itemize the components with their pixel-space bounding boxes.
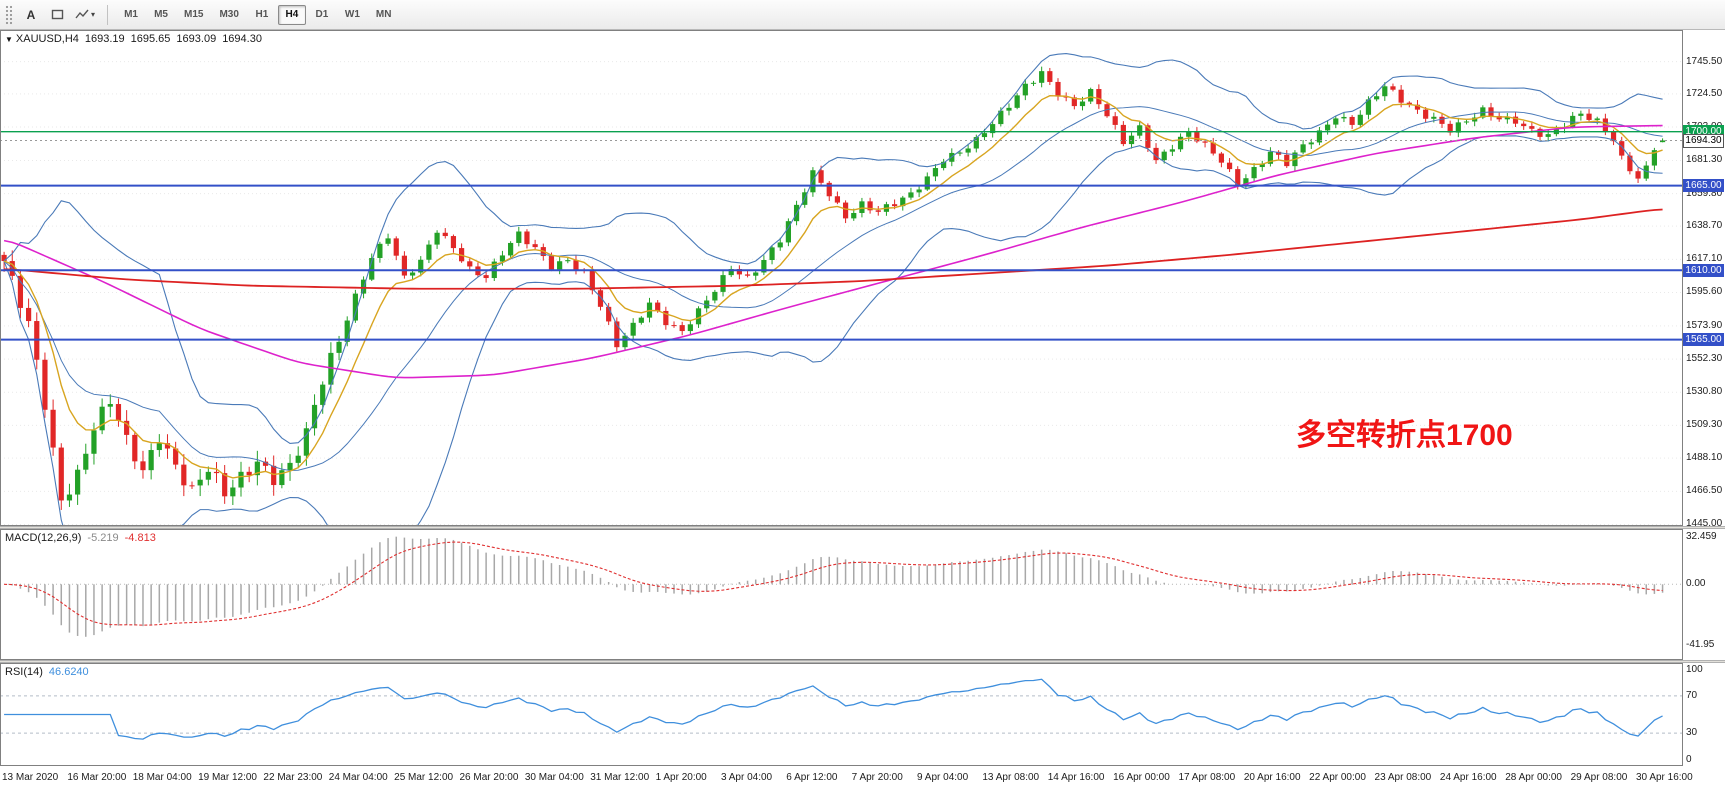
rsi-value: 46.6240 bbox=[48, 666, 89, 678]
toolbar-separator bbox=[107, 4, 109, 25]
price-tick-label: 1445.00 bbox=[1686, 518, 1723, 530]
time-axis-label: 17 Apr 08:00 bbox=[1178, 772, 1236, 783]
rsi-tick-label: 0 bbox=[1686, 754, 1692, 765]
rsi-pane[interactable]: RSI(14) 46.6240 bbox=[0, 663, 1683, 766]
price-level-badge-1610.00: 1610.00 bbox=[1683, 263, 1724, 277]
rsi-name: RSI(14) bbox=[5, 666, 43, 678]
timeframe-button-m30[interactable]: M30 bbox=[212, 5, 245, 25]
price-tick-label: 1745.50 bbox=[1686, 55, 1723, 67]
chevron-down-icon: ▾ bbox=[91, 10, 96, 19]
time-axis-label: 29 Apr 08:00 bbox=[1570, 772, 1628, 783]
price-tick-label: 1724.50 bbox=[1686, 87, 1723, 99]
time-axis-label: 16 Mar 20:00 bbox=[67, 772, 127, 783]
chart-ohlc-label: ▼ XAUUSD,H4 1693.19 1695.65 1693.09 1694.30 bbox=[5, 33, 262, 45]
toolbar-grip[interactable] bbox=[5, 4, 12, 25]
time-axis-label: 20 Apr 16:00 bbox=[1243, 772, 1301, 783]
price-tick-label: 1573.90 bbox=[1686, 319, 1723, 331]
macd-signal-value: -4.813 bbox=[124, 532, 156, 544]
toolbar: A ▾ M1 M5 M15 M30 H1 H4 D1 W1 MN bbox=[0, 0, 1725, 30]
symbol-period-label: XAUUSD,H4 bbox=[15, 33, 79, 45]
rsi-label: RSI(14) 46.6240 bbox=[5, 666, 89, 678]
price-axis[interactable]: 1745.501724.501703.001681.301659.801638.… bbox=[1683, 30, 1725, 529]
price-level-badge-1694.30: 1694.30 bbox=[1683, 133, 1724, 148]
main-chart-pane[interactable]: ▼ XAUUSD,H4 1693.19 1695.65 1693.09 1694.30 多… bbox=[0, 30, 1683, 526]
time-axis-label: 7 Apr 20:00 bbox=[851, 772, 903, 783]
timeframe-button-m15[interactable]: M15 bbox=[177, 5, 210, 25]
timeframe-button-d1[interactable]: D1 bbox=[308, 5, 336, 25]
rsi-tick-label: 30 bbox=[1686, 727, 1698, 739]
time-axis-label: 24 Mar 04:00 bbox=[328, 772, 388, 783]
macd-tick-label: 0.00 bbox=[1686, 578, 1706, 590]
price-tick-label: 1681.30 bbox=[1686, 154, 1723, 166]
annotation-text[interactable]: 多空转折点1700 bbox=[1296, 419, 1513, 452]
price-tick-label: 1488.10 bbox=[1686, 452, 1723, 464]
time-axis-label: 19 Mar 12:00 bbox=[198, 772, 257, 783]
timeframe-button-w1[interactable]: W1 bbox=[338, 5, 367, 25]
close-value: 1694.30 bbox=[222, 33, 262, 45]
time-axis-label: 14 Apr 16:00 bbox=[1047, 772, 1105, 783]
timeframe-button-mn[interactable]: MN bbox=[369, 5, 399, 25]
trendline-icon bbox=[75, 9, 89, 20]
draw-tools-dropdown-button[interactable]: ▾ bbox=[71, 4, 99, 26]
price-tick-label: 1509.30 bbox=[1686, 419, 1723, 431]
macd-pane[interactable]: MACD(12,26,9) -5.219 -4.813 bbox=[0, 529, 1683, 660]
time-axis-label: 3 Apr 04:00 bbox=[720, 772, 773, 783]
open-value: 1693.19 bbox=[84, 33, 125, 45]
time-axis-label: 23 Apr 08:00 bbox=[1374, 772, 1432, 783]
time-axis-label: 26 Mar 20:00 bbox=[459, 772, 519, 783]
macd-label: MACD(12,26,9) -5.219 -4.813 bbox=[5, 532, 156, 544]
price-tick-label: 1530.80 bbox=[1686, 386, 1723, 398]
timeframe-button-m1[interactable]: M1 bbox=[117, 5, 145, 25]
time-axis-label: 13 Mar 2020 bbox=[2, 772, 59, 783]
price-tick-label: 1466.50 bbox=[1686, 485, 1723, 497]
shape-tool-button[interactable] bbox=[45, 4, 69, 26]
time-axis[interactable]: 13 Mar 2020 16 Mar 20:00 18 Mar 04:00 19 Ma… bbox=[0, 766, 1725, 792]
time-axis-label: 6 Apr 12:00 bbox=[786, 772, 838, 783]
price-level-badge-1565.00: 1565.00 bbox=[1683, 333, 1724, 347]
timeframe-group: M1 M5 M15 M30 H1 H4 D1 W1 MN bbox=[116, 4, 399, 25]
symbol-caret-icon[interactable]: ▼ bbox=[5, 35, 13, 44]
time-axis-label: 18 Mar 04:00 bbox=[132, 772, 192, 783]
timeframe-button-h1[interactable]: H1 bbox=[248, 5, 276, 25]
time-axis-label: 13 Apr 08:00 bbox=[982, 772, 1040, 783]
time-axis-label: 9 Apr 04:00 bbox=[917, 772, 969, 783]
macd-tick-label: -41.95 bbox=[1686, 639, 1715, 651]
timeframe-button-m5[interactable]: M5 bbox=[147, 5, 175, 25]
time-axis-label: 16 Apr 00:00 bbox=[1113, 772, 1170, 783]
high-value: 1695.65 bbox=[130, 33, 171, 45]
time-axis-label: 30 Mar 04:00 bbox=[524, 772, 584, 783]
timeframe-button-h4[interactable]: H4 bbox=[277, 4, 306, 25]
chart-window: ▼ XAUUSD,H4 1693.19 1695.65 1693.09 1694.30 多… bbox=[0, 30, 1725, 792]
time-axis-label: 22 Mar 23:00 bbox=[263, 772, 323, 783]
time-axis-label: 28 Apr 00:00 bbox=[1505, 772, 1562, 783]
price-tick-label: 1638.70 bbox=[1686, 220, 1723, 232]
time-axis-label: 30 Apr 16:00 bbox=[1635, 772, 1693, 783]
rectangle-icon bbox=[51, 9, 64, 20]
price-tick-label: 1595.60 bbox=[1686, 286, 1723, 298]
price-tick-label: 1659.80 bbox=[1686, 187, 1723, 199]
pane-separator-2[interactable] bbox=[0, 660, 1725, 663]
macd-name: MACD(12,26,9) bbox=[5, 532, 82, 544]
rsi-axis[interactable]: 100 70 30 0 bbox=[1683, 663, 1725, 766]
price-level-badge-1665.00: 1665.00 bbox=[1683, 179, 1724, 193]
rsi-tick-label: 70 bbox=[1686, 689, 1698, 701]
time-axis-label: 22 Apr 00:00 bbox=[1309, 772, 1366, 783]
rsi-tick-label: 100 bbox=[1686, 664, 1703, 675]
macd-main-value: -5.219 bbox=[87, 532, 119, 544]
time-axis-label: 31 Mar 12:00 bbox=[590, 772, 650, 783]
text-label-tool-button[interactable]: A bbox=[19, 4, 43, 26]
price-tick-label: 1617.10 bbox=[1686, 253, 1723, 265]
time-axis-label: 1 Apr 20:00 bbox=[655, 772, 707, 783]
low-value: 1693.09 bbox=[176, 33, 217, 45]
time-axis-label: 24 Apr 16:00 bbox=[1439, 772, 1497, 783]
time-axis-label: 25 Mar 12:00 bbox=[394, 772, 454, 783]
macd-axis[interactable]: 32.459 0.00 -41.95 bbox=[1683, 529, 1725, 660]
pane-separator[interactable] bbox=[0, 526, 1725, 529]
price-tick-label: 1552.30 bbox=[1686, 353, 1723, 365]
macd-tick-label: 32.459 bbox=[1686, 531, 1717, 543]
